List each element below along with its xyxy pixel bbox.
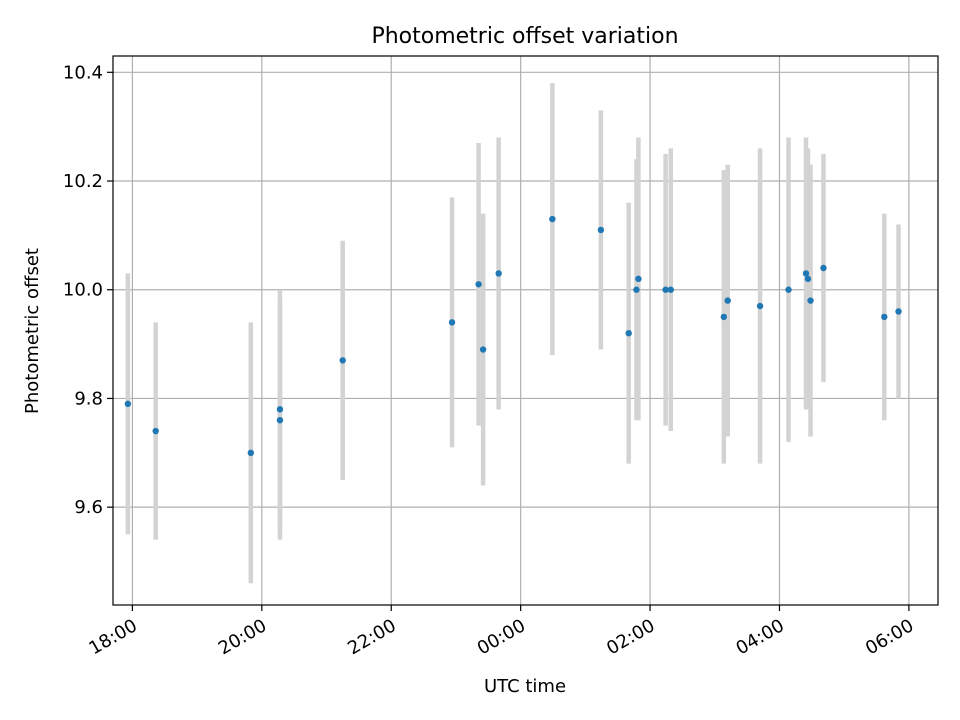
data-point (881, 313, 888, 321)
data-point (124, 400, 132, 408)
data-point (152, 427, 159, 435)
data-point (807, 297, 814, 304)
data-point (667, 286, 674, 293)
y-axis-ticks: 9.6 9.8 10.0 10.2 10.4 (63, 62, 113, 518)
data-point (785, 286, 792, 293)
plot-frame (112, 55, 939, 606)
y-tick-label: 9.8 (74, 388, 103, 409)
data-point (549, 215, 556, 223)
data-point (597, 226, 605, 234)
data-point (479, 346, 487, 353)
y-tick-label: 9.6 (74, 497, 103, 518)
data-point (724, 297, 731, 304)
data-point (662, 286, 669, 293)
data-point (448, 319, 456, 326)
data-point (820, 264, 827, 272)
data-point (633, 286, 640, 293)
data-point (720, 313, 728, 321)
y-tick-label: 10.2 (63, 171, 103, 192)
data-point (276, 406, 284, 413)
data-point (635, 275, 642, 283)
data-point (895, 308, 902, 315)
y-axis-label: Photometric offset (22, 248, 43, 414)
data-point (276, 416, 284, 424)
data-point (475, 281, 482, 288)
data-point (339, 357, 346, 364)
data-point (625, 330, 632, 337)
data-point (495, 270, 502, 277)
data-point (756, 302, 764, 310)
y-tick-label: 10.0 (63, 280, 103, 301)
y-tick-label: 10.4 (63, 62, 103, 83)
data-point (802, 270, 810, 277)
chart-title: Photometric offset variation (371, 24, 678, 49)
x-axis-label: UTC time (484, 676, 566, 697)
data-points (124, 215, 902, 457)
data-point (804, 275, 812, 283)
data-point (247, 449, 255, 457)
